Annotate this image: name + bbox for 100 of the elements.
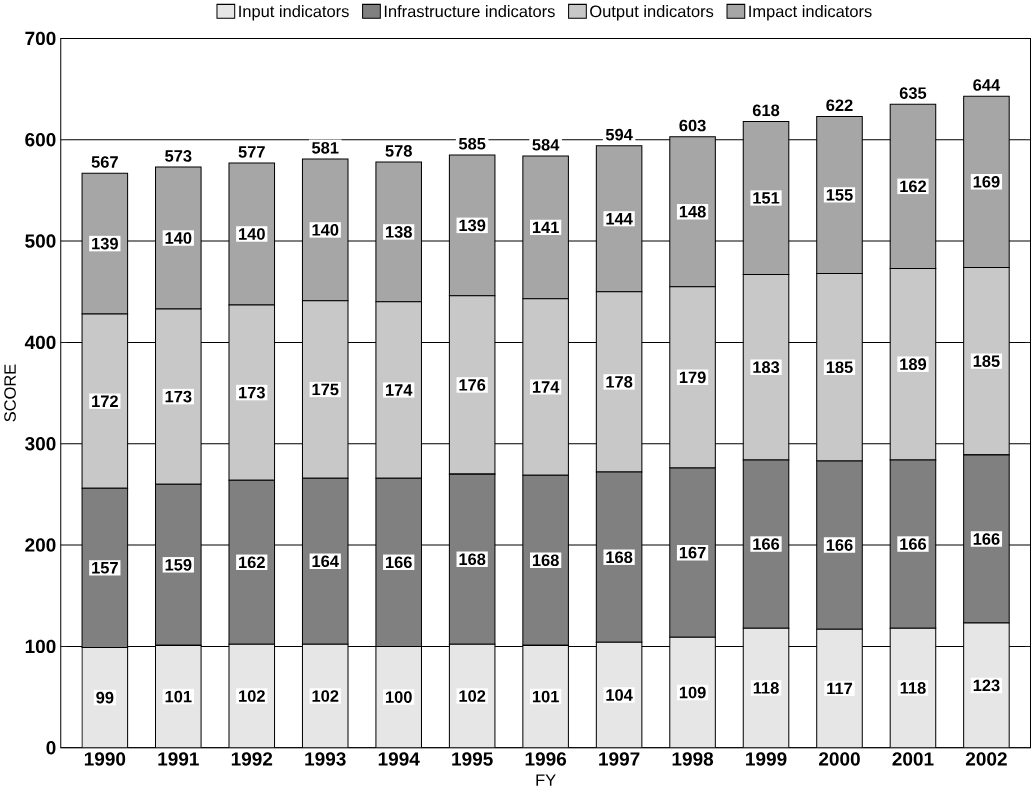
x-tick-label: 1995 [452, 752, 493, 766]
data-label: 118 [900, 682, 926, 694]
data-label: 166 [826, 539, 853, 551]
data-label: 166 [900, 538, 927, 550]
legend-label: Input indicators [239, 5, 349, 21]
data-label: 102 [459, 690, 486, 702]
data-label: 172 [92, 395, 118, 407]
x-tick-label: 1991 [158, 752, 199, 766]
data-label: 100 [386, 691, 412, 703]
data-label: 164 [312, 555, 339, 568]
x-tick-label: 1998 [672, 752, 714, 766]
data-label: 109 [679, 686, 706, 699]
bar [963, 622, 1010, 748]
bar [522, 644, 569, 748]
total-label: 585 [458, 137, 486, 150]
bar [669, 636, 716, 748]
bar [375, 645, 422, 748]
data-label: 140 [239, 228, 265, 240]
total-label: 584 [532, 138, 560, 151]
bar [301, 643, 349, 748]
total-label: 581 [312, 142, 339, 154]
data-label: 168 [606, 551, 633, 564]
y-tick-label: 100 [25, 639, 56, 654]
data-label: 168 [459, 553, 486, 566]
data-label: 138 [386, 226, 412, 238]
data-label: 139 [92, 237, 118, 250]
data-label: 140 [165, 232, 192, 244]
data-label: 174 [532, 381, 560, 393]
y-tick-label: 300 [25, 437, 56, 451]
x-tick-label: 1994 [378, 752, 420, 766]
x-tick-label: 2000 [819, 752, 860, 766]
total-label: 644 [973, 79, 1001, 91]
y-axis-title: SCORE [4, 364, 16, 422]
data-label: 162 [900, 180, 927, 193]
data-label: 102 [239, 690, 265, 702]
data-label: 185 [826, 361, 853, 374]
data-label: 174 [386, 384, 413, 396]
data-label: 118 [753, 682, 779, 694]
x-tick-label: 1997 [599, 752, 640, 766]
total-label: 567 [91, 156, 118, 168]
y-tick-label: 0 [46, 741, 56, 755]
data-label: 162 [239, 556, 265, 569]
y-tick-label: 200 [25, 538, 56, 552]
data-label: 169 [973, 175, 1000, 188]
x-tick-label: 2001 [892, 752, 934, 766]
data-label: 101 [165, 690, 192, 703]
total-label: 603 [679, 119, 706, 132]
data-label: 155 [826, 189, 853, 201]
x-tick-label: 2002 [965, 752, 1007, 766]
data-label: 173 [165, 390, 192, 403]
data-label: 151 [753, 192, 780, 204]
data-label: 102 [312, 690, 339, 702]
data-label: 123 [973, 679, 1000, 692]
data-label: 144 [606, 213, 633, 225]
x-axis-title: FY [536, 774, 556, 786]
x-tick-label: 1992 [231, 752, 273, 766]
x-tick-label: 1999 [746, 752, 787, 766]
total-label: 578 [385, 145, 412, 157]
bar [448, 643, 496, 748]
data-label: 159 [165, 559, 192, 571]
total-label: 573 [165, 150, 192, 162]
bar [228, 643, 276, 748]
data-label: 183 [753, 361, 780, 374]
data-label: 167 [679, 546, 706, 559]
data-label: 175 [312, 383, 339, 396]
total-label: 577 [238, 146, 265, 158]
total-label: 618 [752, 104, 780, 117]
data-label: 166 [753, 538, 780, 550]
data-label: 157 [92, 562, 118, 574]
legend-label: Impact indicators [749, 5, 872, 21]
y-tick-label: 400 [24, 335, 56, 350]
total-label: 622 [826, 99, 853, 112]
total-label: 594 [605, 128, 633, 141]
y-tick-label: 500 [25, 234, 56, 248]
data-label: 117 [827, 682, 853, 695]
data-label: 173 [239, 386, 265, 399]
data-label: 140 [312, 224, 339, 236]
data-label: 148 [679, 205, 706, 218]
data-label: 176 [459, 379, 486, 391]
bar [595, 641, 643, 748]
x-tick-label: 1996 [525, 752, 567, 766]
x-tick-label: 1993 [305, 752, 346, 766]
data-label: 166 [386, 556, 412, 569]
data-label: 166 [973, 533, 1000, 545]
bar [889, 627, 937, 748]
bar [81, 646, 129, 748]
data-label: 104 [606, 689, 633, 701]
legend-label: Infrastructure indicators [384, 5, 555, 18]
legend-label: Output indicators [590, 5, 714, 21]
x-tick-label: 1990 [84, 752, 126, 766]
data-label: 185 [973, 355, 1000, 367]
total-label: 635 [899, 87, 927, 99]
data-label: 168 [532, 554, 559, 567]
bar [155, 644, 202, 748]
data-label: 141 [532, 221, 559, 234]
y-tick-label: 600 [25, 133, 56, 147]
bar [816, 628, 863, 748]
data-label: 139 [459, 219, 486, 232]
data-label: 189 [900, 358, 927, 371]
data-label: 179 [679, 371, 706, 384]
